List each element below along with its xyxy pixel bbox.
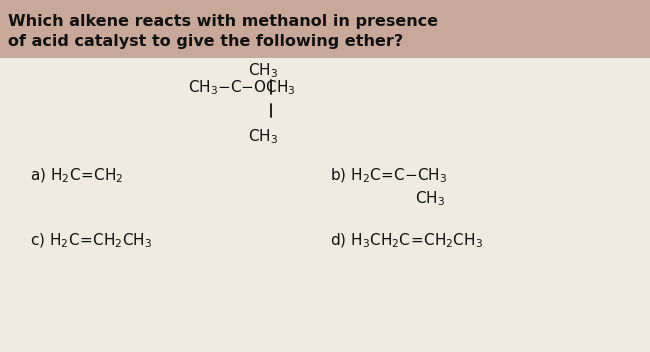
- Text: $\mathsf{a)\ H_2C{\!=\!}CH_2}$: $\mathsf{a)\ H_2C{\!=\!}CH_2}$: [30, 167, 124, 186]
- Bar: [0, 0, 650, 58]
- Text: $\mathsf{c)\ H_2C{\!=\!}CH_2CH_3}$: $\mathsf{c)\ H_2C{\!=\!}CH_2CH_3}$: [30, 232, 152, 250]
- Text: $\mathsf{b)\ H_2C{\!=\!}C{-}CH_3}$: $\mathsf{b)\ H_2C{\!=\!}C{-}CH_3}$: [330, 167, 447, 186]
- Text: $\mathsf{CH_3}$: $\mathsf{CH_3}$: [415, 189, 445, 208]
- Text: $\mathsf{CH_3}$: $\mathsf{CH_3}$: [248, 61, 278, 80]
- Text: of acid catalyst to give the following ether?: of acid catalyst to give the following e…: [8, 34, 403, 49]
- Bar: [0, 58, 650, 352]
- Text: Which alkene reacts with methanol in presence: Which alkene reacts with methanol in pre…: [8, 14, 438, 29]
- Text: $\mathsf{CH_3{-}C{-}OCH_3}$: $\mathsf{CH_3{-}C{-}OCH_3}$: [188, 78, 296, 97]
- Text: $\mathsf{d)\ H_3CH_2C{\!=\!}CH_2CH_3}$: $\mathsf{d)\ H_3CH_2C{\!=\!}CH_2CH_3}$: [330, 232, 483, 250]
- Text: $\mathsf{CH_3}$: $\mathsf{CH_3}$: [248, 127, 278, 146]
